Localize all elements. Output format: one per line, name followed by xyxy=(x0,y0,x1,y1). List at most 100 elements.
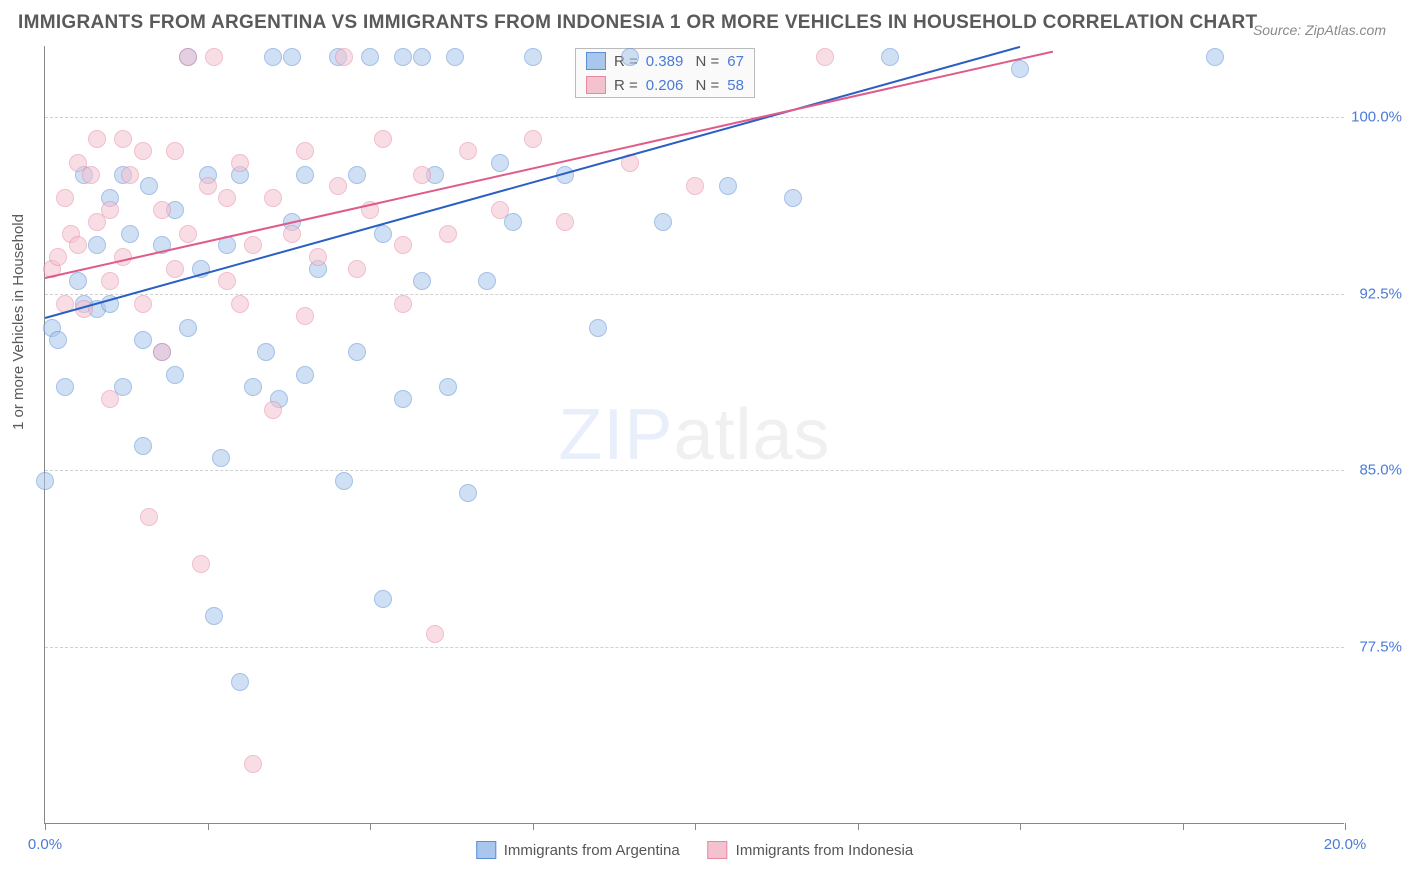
data-point xyxy=(1011,60,1029,78)
x-tick xyxy=(1345,823,1346,830)
data-point xyxy=(556,213,574,231)
x-tick-label: 20.0% xyxy=(1324,836,1367,853)
data-point xyxy=(296,166,314,184)
legend-item-argentina: Immigrants from Argentina xyxy=(476,841,680,859)
data-point xyxy=(329,177,347,195)
data-point xyxy=(121,225,139,243)
data-point xyxy=(784,189,802,207)
y-tick-label: 100.0% xyxy=(1351,108,1402,125)
plot-area: ZIPatlas R = 0.389 N = 67 R = 0.206 N = … xyxy=(44,46,1344,824)
trend-line xyxy=(45,51,1053,279)
data-point xyxy=(114,130,132,148)
chart-container: IMMIGRANTS FROM ARGENTINA VS IMMIGRANTS … xyxy=(0,0,1406,892)
data-point xyxy=(88,130,106,148)
data-point xyxy=(296,142,314,160)
data-point xyxy=(491,201,509,219)
data-point xyxy=(244,755,262,773)
data-point xyxy=(374,590,392,608)
data-point xyxy=(394,390,412,408)
data-point xyxy=(374,225,392,243)
trend-line xyxy=(45,46,1021,319)
watermark-zip: ZIP xyxy=(558,395,673,475)
legend-row-indonesia: R = 0.206 N = 58 xyxy=(576,73,754,97)
data-point xyxy=(153,343,171,361)
data-point xyxy=(134,142,152,160)
data-point xyxy=(88,236,106,254)
data-point xyxy=(439,378,457,396)
data-point xyxy=(36,472,54,490)
data-point xyxy=(524,48,542,66)
legend-item-indonesia: Immigrants from Indonesia xyxy=(708,841,914,859)
data-point xyxy=(134,295,152,313)
data-point xyxy=(881,48,899,66)
data-point xyxy=(166,366,184,384)
data-point xyxy=(212,449,230,467)
gridline xyxy=(45,470,1344,471)
data-point xyxy=(101,272,119,290)
data-point xyxy=(374,130,392,148)
data-point xyxy=(348,166,366,184)
gridline xyxy=(45,647,1344,648)
data-point xyxy=(244,378,262,396)
data-point xyxy=(348,343,366,361)
data-point xyxy=(264,401,282,419)
data-point xyxy=(348,260,366,278)
legend-r-value-argentina: 0.389 xyxy=(646,53,684,70)
legend-label-argentina: Immigrants from Argentina xyxy=(504,842,680,859)
data-point xyxy=(394,236,412,254)
data-point xyxy=(394,295,412,313)
data-point xyxy=(446,48,464,66)
data-point xyxy=(413,166,431,184)
chart-title: IMMIGRANTS FROM ARGENTINA VS IMMIGRANTS … xyxy=(18,12,1257,34)
data-point xyxy=(82,166,100,184)
data-point xyxy=(121,166,139,184)
legend-n-label: N = xyxy=(691,53,719,70)
data-point xyxy=(283,48,301,66)
data-point xyxy=(153,201,171,219)
data-point xyxy=(179,48,197,66)
data-point xyxy=(231,673,249,691)
legend-n-value-argentina: 67 xyxy=(727,53,744,70)
x-tick xyxy=(1020,823,1021,830)
data-point xyxy=(296,366,314,384)
data-point xyxy=(140,508,158,526)
data-point xyxy=(589,319,607,337)
x-tick xyxy=(695,823,696,830)
data-point xyxy=(621,48,639,66)
data-point xyxy=(192,555,210,573)
y-tick-label: 77.5% xyxy=(1359,639,1402,656)
data-point xyxy=(199,177,217,195)
x-tick xyxy=(370,823,371,830)
x-tick xyxy=(533,823,534,830)
data-point xyxy=(478,272,496,290)
data-point xyxy=(1206,48,1224,66)
data-point xyxy=(264,189,282,207)
data-point xyxy=(309,248,327,266)
data-point xyxy=(134,437,152,455)
data-point xyxy=(816,48,834,66)
data-point xyxy=(413,48,431,66)
data-point xyxy=(244,236,262,254)
x-tick xyxy=(45,823,46,830)
data-point xyxy=(686,177,704,195)
legend-swatch-icon xyxy=(708,841,728,859)
data-point xyxy=(296,307,314,325)
watermark-atlas: atlas xyxy=(673,395,830,475)
legend-swatch-argentina xyxy=(586,52,606,70)
data-point xyxy=(205,607,223,625)
data-point xyxy=(179,225,197,243)
x-tick xyxy=(208,823,209,830)
data-point xyxy=(69,236,87,254)
data-point xyxy=(69,272,87,290)
data-point xyxy=(491,154,509,172)
data-point xyxy=(49,248,67,266)
data-point xyxy=(231,295,249,313)
data-point xyxy=(166,260,184,278)
y-axis-title: 1 or more Vehicles in Household xyxy=(10,214,27,430)
data-point xyxy=(205,48,223,66)
x-tick xyxy=(858,823,859,830)
legend-swatch-icon xyxy=(476,841,496,859)
data-point xyxy=(140,177,158,195)
data-point xyxy=(218,189,236,207)
data-point xyxy=(218,272,236,290)
